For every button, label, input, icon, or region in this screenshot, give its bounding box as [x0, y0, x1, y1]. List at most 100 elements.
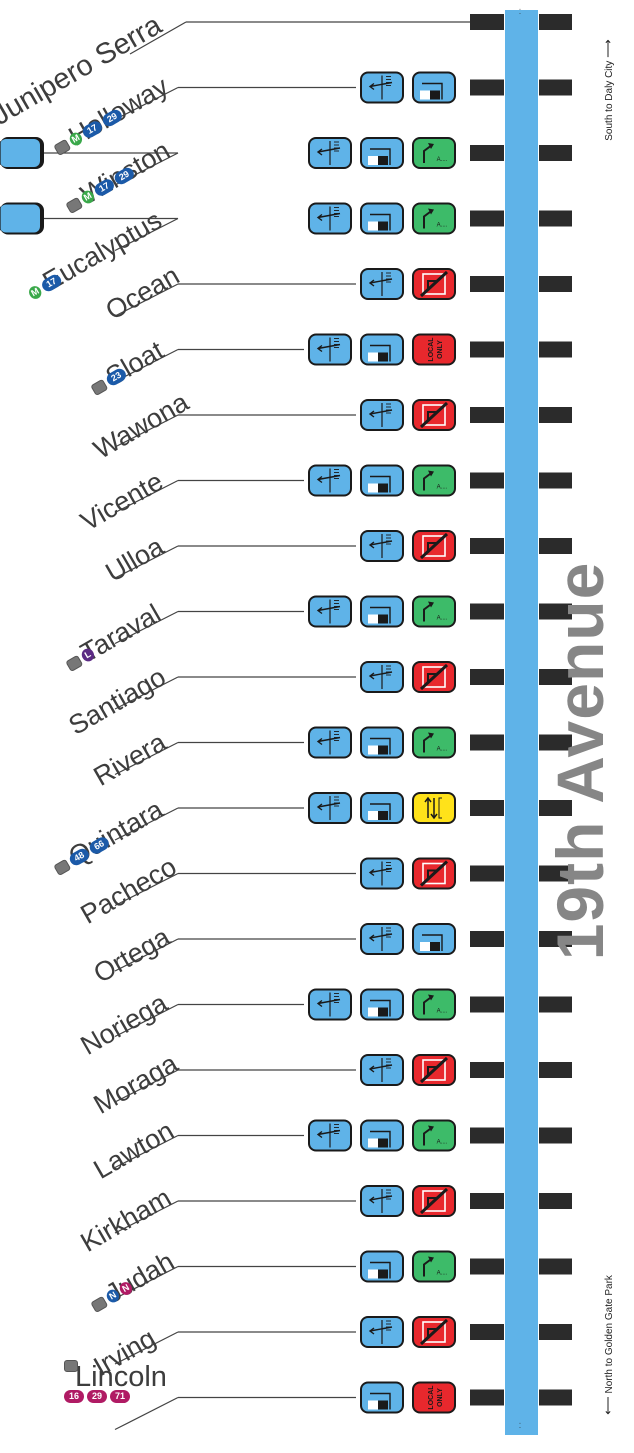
- left-turn-sign-icon: [0, 137, 44, 169]
- arrow-icon: ⟵: [600, 1396, 615, 1415]
- svg-text:A....: A....: [437, 485, 448, 491]
- left-turn-sign-icon: [360, 399, 404, 431]
- two-way-left-turn-icon: [412, 792, 456, 824]
- street-underline: [114, 1396, 179, 1431]
- street-underline: [114, 610, 179, 645]
- street-underline: [114, 86, 179, 121]
- no-left-turn-icon: [412, 1316, 456, 1348]
- left-turn-sign-icon: [308, 202, 352, 235]
- street-underline: [114, 479, 179, 514]
- lane-marker: [470, 865, 504, 882]
- svg-text:ONLY: ONLY: [437, 1388, 444, 1407]
- left-turn-allowed-icon: A....: [412, 1250, 456, 1283]
- lane-marker: [539, 407, 572, 423]
- local-only-sign-icon: LOCAL ONLY: [412, 333, 456, 366]
- lane-marker: [470, 734, 504, 751]
- direction-south-label: South to Daly City ⟶: [600, 39, 616, 140]
- left-turn-sign-icon: [308, 1119, 352, 1152]
- arrow-icon: ⟶: [600, 39, 615, 58]
- left-turn-sign-icon: [360, 661, 404, 693]
- bus-stop-icon: [64, 1359, 78, 1372]
- left-turn-sign-icon: [308, 137, 352, 169]
- route-badge: 29: [87, 1389, 107, 1403]
- svg-text:A....: A....: [437, 747, 448, 753]
- no-left-turn-icon: [412, 268, 456, 300]
- lane-marker: [539, 1193, 572, 1209]
- no-left-turn-icon: [412, 1054, 456, 1086]
- street-underline: [114, 872, 179, 907]
- lane-marker: [539, 1389, 572, 1406]
- lane-marker: [470, 1127, 504, 1144]
- left-turn-allowed-icon: A....: [412, 137, 456, 169]
- right-turn-sign-icon: [360, 1119, 404, 1152]
- street-underline: [114, 414, 179, 448]
- lane-marker: [539, 603, 572, 620]
- lane-marker: [470, 79, 504, 96]
- lane-marker: [470, 538, 504, 554]
- svg-text:A....: A....: [437, 1140, 448, 1146]
- right-turn-sign-icon: [360, 137, 404, 169]
- lane-marker: [539, 669, 572, 685]
- svg-text:A....: A....: [437, 1009, 448, 1015]
- lane-marker: [470, 603, 504, 620]
- left-turn-sign-icon: [360, 1185, 404, 1217]
- direction-south-text: South to Daly City: [604, 60, 615, 141]
- lane-marker: [470, 14, 504, 30]
- lane-marker: [470, 1389, 504, 1406]
- lane-marker: [539, 1127, 572, 1144]
- left-turn-sign-icon: [360, 1054, 404, 1086]
- lane-marker: [470, 407, 504, 423]
- avenue-strip: [505, 10, 538, 1435]
- lane-marker: [539, 79, 572, 96]
- lane-marker: [470, 472, 504, 489]
- lane-marker: [539, 14, 572, 30]
- street-underline: [114, 1331, 179, 1365]
- street-underline: [114, 1003, 179, 1038]
- left-turn-sign-icon: [308, 595, 352, 628]
- lane-marker: [539, 734, 572, 751]
- left-turn-sign-icon: [0, 203, 44, 235]
- no-left-turn-icon: [412, 1185, 456, 1217]
- lane-marker: [470, 996, 504, 1013]
- street-label: Lincoln: [75, 1360, 167, 1393]
- lane-marker: [539, 1258, 572, 1275]
- left-turn-sign-icon: [360, 923, 404, 955]
- svg-text:A....: A....: [437, 157, 448, 163]
- no-left-turn-icon: [412, 399, 456, 431]
- lane-marker: [539, 472, 572, 489]
- right-turn-sign-icon: [360, 726, 404, 759]
- lane-marker: [470, 1062, 504, 1078]
- street-underline: [114, 741, 179, 776]
- lane-marker: [470, 669, 504, 685]
- lane-marker: [539, 996, 572, 1013]
- street-underline: [114, 1200, 179, 1234]
- lane-marker: [539, 276, 572, 292]
- left-turn-allowed-icon: A....: [412, 595, 456, 628]
- left-turn-sign-icon: [360, 268, 404, 300]
- local-only-sign-icon: LOCAL ONLY: [412, 1381, 456, 1414]
- left-turn-sign-icon: [308, 464, 352, 497]
- lane-marker: [539, 1062, 572, 1078]
- left-turn-sign-icon: [360, 71, 404, 104]
- left-turn-allowed-icon: A....: [412, 1119, 456, 1152]
- right-turn-sign-icon: [360, 1250, 404, 1283]
- direction-north-text: North to Golden Gate Park: [604, 1275, 615, 1394]
- no-left-turn-icon: [412, 661, 456, 693]
- left-turn-sign-icon: [360, 1316, 404, 1348]
- svg-text:ONLY: ONLY: [437, 340, 444, 359]
- street-underline: [114, 938, 179, 972]
- left-turn-sign-icon: [308, 726, 352, 759]
- lane-marker: [470, 341, 504, 358]
- street-underline: [114, 217, 179, 252]
- street-underline: [114, 545, 179, 579]
- street-underline: [114, 1069, 179, 1103]
- svg-text:A....: A....: [437, 1271, 448, 1277]
- left-turn-allowed-icon: A....: [412, 726, 456, 759]
- lane-marker: [539, 210, 572, 227]
- route-badge: 16: [64, 1389, 84, 1403]
- left-turn-allowed-icon: A....: [412, 202, 456, 235]
- street-underline: [114, 283, 179, 317]
- right-turn-sign-icon: [360, 595, 404, 628]
- no-left-turn-icon: [412, 530, 456, 562]
